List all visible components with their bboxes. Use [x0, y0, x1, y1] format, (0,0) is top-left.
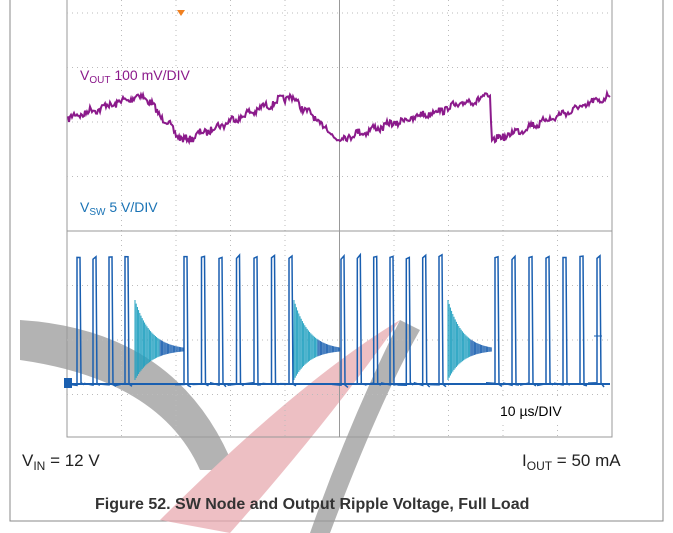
- switch-pulse: [429, 253, 447, 388]
- switch-pulse: [536, 255, 554, 387]
- switch-pulse: [348, 252, 365, 386]
- watermark-arrow: [20, 320, 235, 470]
- timebase: 10 µs/DIV: [500, 403, 562, 419]
- switch-pulse: [67, 256, 85, 387]
- waveforms: [67, 89, 611, 388]
- switch-pulse: [209, 256, 227, 388]
- switch-pulse: [570, 255, 588, 387]
- switch-pulse: [279, 254, 297, 387]
- output-current: IOUT = 50 mA: [522, 451, 621, 473]
- switch-pulse: [364, 255, 382, 386]
- watermark-arrow: [310, 320, 420, 533]
- switch-pulse: [553, 256, 571, 386]
- switch-pulse: [192, 255, 209, 387]
- switch-pulse: [502, 254, 520, 387]
- timebase-box: [494, 400, 604, 422]
- output-ripple-trace: [67, 89, 611, 146]
- figure-frame: [9, 0, 664, 522]
- switch-pulse: [244, 255, 262, 386]
- ch1-label: VOUT 100 mV/DIV: [80, 67, 190, 86]
- ch2-ground-marker: [64, 378, 72, 388]
- switch-pulse: [83, 255, 101, 387]
- switch-pulse: [397, 256, 414, 386]
- trigger-marker: [177, 10, 185, 16]
- caption: Figure 52. SW Node and Output Ripple Vol…: [95, 496, 529, 513]
- switch-pulse: [262, 253, 279, 386]
- switch-pulse: [380, 255, 398, 386]
- switch-pulse: [227, 253, 244, 387]
- ch2-label: VSW 5 V/DIV: [80, 199, 158, 218]
- switch-pulse: [485, 255, 503, 388]
- switch-pulse: [115, 255, 133, 387]
- switch-pulse: [519, 255, 537, 387]
- switch-pulse: [413, 253, 431, 388]
- switch-pulse: [587, 254, 605, 388]
- input-voltage: VIN = 12 V: [22, 451, 100, 473]
- switch-pulse: [99, 256, 117, 387]
- switch-pulse: [331, 253, 349, 388]
- switch-pulse: [174, 255, 192, 388]
